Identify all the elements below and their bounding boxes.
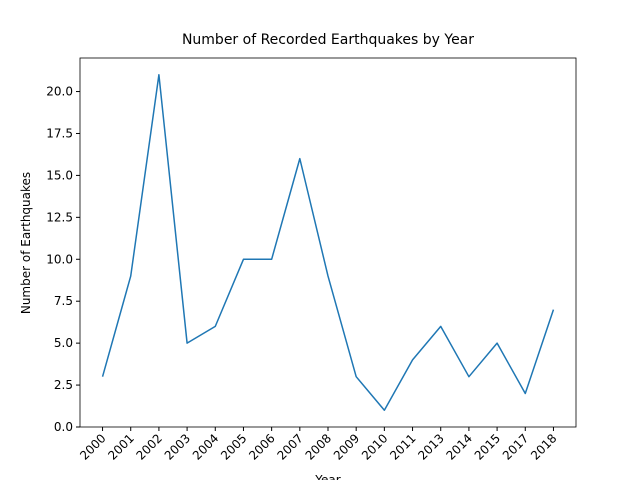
- line-series: [101, 74, 555, 411]
- y-tick-label: 7.5: [54, 294, 73, 308]
- y-tick-label: 12.5: [46, 210, 73, 224]
- y-tick-label: 20.0: [46, 85, 73, 99]
- y-tick-label: 5.0: [54, 336, 73, 350]
- y-tick-label: 10.0: [46, 252, 73, 266]
- chart-title: Number of Recorded Earthquakes by Year: [182, 32, 474, 48]
- y-tick-label: 15.0: [46, 168, 73, 182]
- x-axis-label: Year: [314, 473, 340, 480]
- y-tick-label: 17.5: [46, 126, 73, 140]
- y-tick-label: 2.5: [54, 378, 73, 392]
- y-tick-label: 0.0: [54, 420, 73, 434]
- y-axis-label: Number of Earthquakes: [19, 172, 33, 314]
- plot-frame: [79, 57, 577, 428]
